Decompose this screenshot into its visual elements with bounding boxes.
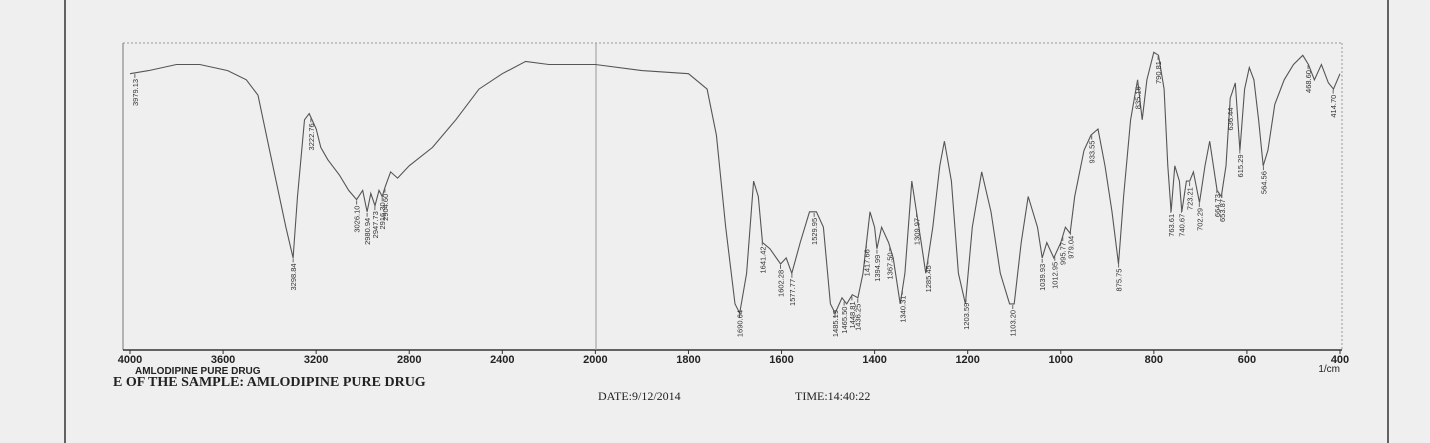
peak-label: 835.16	[1133, 86, 1142, 109]
x-tick-label: 3600	[211, 354, 235, 366]
peak-label: 3979.13	[131, 79, 140, 106]
peak-label: 615.29	[1236, 154, 1245, 177]
peak-label: 1436.25	[854, 304, 863, 331]
peak-label: 1602.28	[776, 270, 785, 297]
peak-label: 1309.97	[913, 218, 922, 245]
peak-label: 1448.81	[848, 301, 857, 328]
peak-label: 1039.93	[1038, 264, 1047, 291]
sample-title: E OF THE SAMPLE: AMLODIPINE PURE DRUG	[113, 375, 426, 390]
x-unit: 1/cm	[1318, 364, 1340, 375]
peak-label: 468.60	[1304, 70, 1313, 93]
peak-label: 933.55	[1088, 141, 1097, 164]
time: TIME:14:40:22	[795, 389, 870, 403]
peak-label: 1340.31	[898, 296, 907, 323]
peak-label: 1367.50	[886, 252, 895, 279]
x-tick-label: 2800	[397, 354, 421, 366]
x-tick-label: 4000	[118, 354, 142, 366]
sample-label: AMLODIPINE PURE DRUG	[135, 366, 261, 377]
peak-label: 995.77	[1059, 242, 1068, 265]
peak-label: 702.29	[1195, 208, 1204, 231]
peak-label: 414.70	[1329, 95, 1338, 118]
x-tick-label: 2000	[583, 354, 607, 366]
peak-label: 979.04	[1067, 236, 1076, 259]
peak-label: 1465.50	[840, 307, 849, 334]
x-tick-label: 3200	[304, 354, 328, 366]
peak-label: 2947.73	[371, 211, 380, 238]
peak-label: 653.87	[1218, 199, 1227, 222]
peak-label: 1103.20	[1009, 310, 1018, 337]
peak-label: 1577.77	[788, 279, 797, 306]
peak-label: 740.67	[1177, 214, 1186, 237]
peak-label: 3298.84	[289, 263, 298, 290]
x-tick-label: 1800	[676, 354, 700, 366]
peak-label: 1641.42	[758, 246, 767, 273]
peak-label: 3222.76	[307, 123, 316, 150]
peak-label: 1529.95	[810, 218, 819, 245]
x-tick-label: 1400	[862, 354, 886, 366]
peak-label: 3026.10	[353, 206, 362, 233]
date: DATE:9/12/2014	[598, 389, 681, 403]
peak-label: 1285.45	[924, 265, 933, 292]
x-tick-label: 2400	[490, 354, 514, 366]
peak-label: 1690.64	[735, 310, 744, 337]
peak-label: 723.21	[1186, 187, 1195, 210]
x-tick-label: 1600	[769, 354, 793, 366]
peak-label: 1012.95	[1051, 262, 1060, 289]
x-tick-label: 800	[1145, 354, 1163, 366]
x-tick-label: 400	[1331, 354, 1349, 366]
peak-label: 664.73	[1213, 194, 1222, 217]
peak-label: 2980.94	[363, 218, 372, 245]
peak-label: 790.81	[1154, 61, 1163, 84]
peak-label: 1485.19	[831, 310, 840, 337]
peak-label: 564.56	[1259, 171, 1268, 194]
spectrum-line	[129, 51, 1341, 315]
x-tick-label: 1000	[1049, 354, 1073, 366]
peak-label: 1394.99	[873, 255, 882, 282]
peak-label: 2916.30	[378, 202, 387, 229]
peak-label: 875.75	[1115, 269, 1124, 292]
peak-label: 636.44	[1226, 108, 1235, 131]
peak-label: 1417.66	[862, 249, 871, 276]
peak-label: 1203.59	[962, 303, 971, 330]
x-tick-label: 600	[1238, 354, 1256, 366]
x-tick-label: 1200	[955, 354, 979, 366]
peak-label: 2904.60	[381, 194, 390, 221]
peak-label: 763.61	[1167, 214, 1176, 237]
